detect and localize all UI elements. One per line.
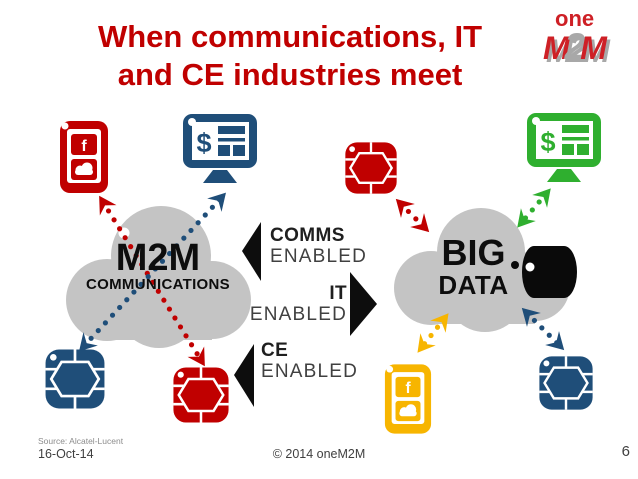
page-title: When communications, IT and CE industrie… (30, 18, 550, 94)
dollar-sign: $ (196, 128, 211, 158)
onem2m-logo: one M2M (543, 6, 633, 67)
ce-arrow-left-icon (234, 344, 254, 407)
corner-dot (61, 122, 69, 130)
m2m-title: M2M (115, 237, 201, 279)
dollar-sign: $ (540, 127, 555, 157)
slide-date: 16-Oct-14 (38, 447, 94, 461)
title-line-1: When communications, IT (97, 19, 483, 54)
it-enabled-label: IT ENABLED (249, 283, 347, 325)
corner-dot (525, 262, 535, 272)
dollar-monitor-icon-blue: $ (183, 114, 257, 183)
it-arrow-right-icon (350, 272, 377, 336)
corner-dot (349, 146, 355, 152)
facebook-icon: f (405, 380, 411, 397)
cloud-icon-big-data (394, 208, 570, 332)
comms-arrow-left-icon (242, 222, 261, 281)
sim-chip-icon-red-right (345, 142, 397, 194)
sim-chip-icon-red-left (173, 367, 229, 423)
sim-chip-icon-blue-right (539, 356, 593, 410)
source-note: Source: Alcatel-Lucent (38, 436, 124, 446)
facebook-icon: f (81, 138, 87, 155)
copyright: © 2014 oneM2M (272, 447, 366, 461)
m2m-subtitle: COMMUNICATIONS (86, 276, 230, 293)
corner-dot (532, 117, 540, 125)
corner-dot (188, 118, 196, 126)
big-data-cloud-label: BIG DATA (396, 232, 551, 301)
corner-dot (49, 353, 57, 361)
big-data-subtitle: DATA (438, 270, 509, 300)
connector-dot (511, 261, 519, 269)
title-line-2: and CE industries meet (117, 57, 463, 92)
sim-chip-icon-blue-left (45, 349, 105, 409)
logo-m2m-text: M2M (543, 26, 607, 67)
m2m-cloud-label: M2M COMMUNICATIONS (63, 237, 253, 294)
database-icon (511, 246, 577, 298)
corner-dot (177, 371, 184, 378)
logo-one-text: one (555, 6, 595, 31)
comms-enabled-label: COMMS ENABLED (270, 225, 368, 267)
big-data-title: BIG (441, 232, 506, 273)
social-phone-icon-yellow: f (384, 364, 432, 434)
page-number: 6 (621, 443, 630, 460)
corner-dot (386, 365, 394, 373)
share-cloud-icon (399, 404, 417, 417)
share-cloud-icon (75, 162, 93, 175)
social-phone-icon-red: f (60, 121, 108, 193)
ce-enabled-label: CE ENABLED (261, 340, 359, 382)
dollar-monitor-icon-green: $ (527, 113, 601, 182)
corner-dot (543, 360, 550, 367)
